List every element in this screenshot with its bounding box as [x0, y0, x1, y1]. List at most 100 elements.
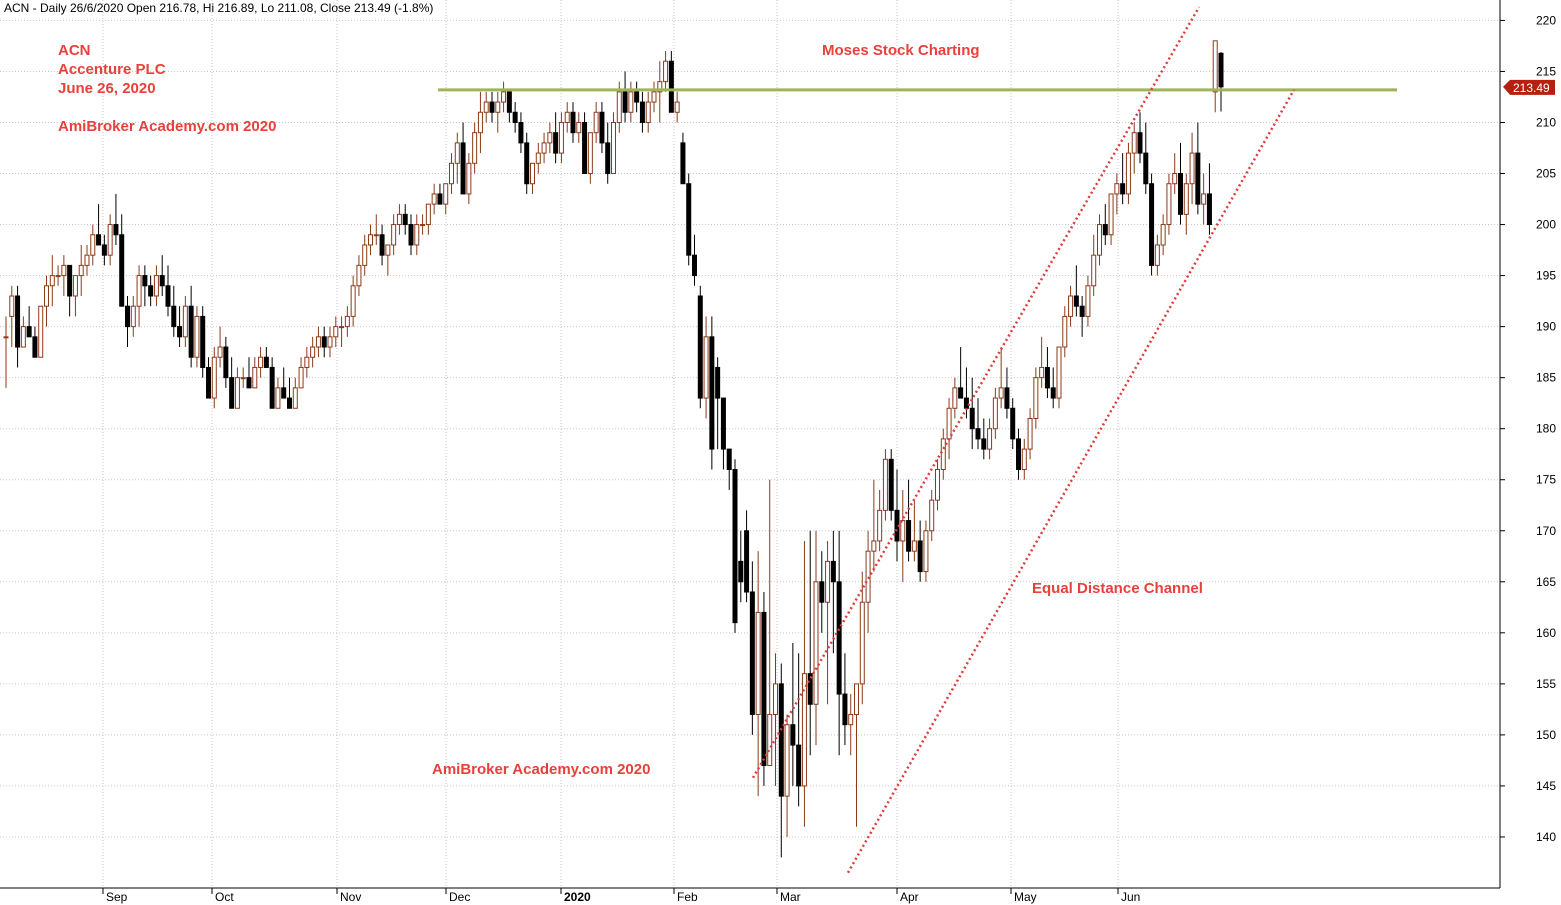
- date-label: June 26, 2020: [58, 80, 156, 97]
- candle-body: [570, 111, 576, 134]
- candle: [732, 459, 738, 633]
- candle-body: [55, 275, 61, 278]
- candle: [107, 214, 113, 266]
- candle-body: [119, 234, 125, 307]
- candle: [350, 275, 356, 327]
- candle-body: [952, 387, 958, 409]
- candle: [778, 663, 784, 858]
- candle-body: [1033, 377, 1039, 419]
- candle-body: [882, 458, 888, 511]
- candle: [674, 91, 680, 123]
- candle: [1108, 193, 1114, 245]
- candle-body: [1195, 152, 1201, 205]
- candle: [362, 234, 368, 276]
- candle: [159, 255, 165, 296]
- candle-body: [859, 601, 865, 685]
- candle-body: [466, 162, 472, 195]
- candle: [327, 326, 333, 358]
- y-tick-label: 150: [1536, 728, 1556, 742]
- candle-body: [396, 213, 402, 226]
- candle: [489, 91, 495, 123]
- candle: [1097, 214, 1102, 266]
- candle: [223, 336, 229, 388]
- candle-body: [605, 142, 611, 175]
- candle: [275, 377, 281, 409]
- candle-body: [32, 336, 38, 358]
- candle-body: [917, 540, 923, 573]
- candle-body: [489, 101, 495, 113]
- candle-body: [582, 121, 588, 175]
- candle-body: [269, 366, 275, 409]
- candle: [1016, 428, 1021, 480]
- candle: [506, 91, 512, 123]
- candle-body: [20, 326, 26, 348]
- y-tick-label: 200: [1536, 218, 1556, 232]
- candle-body: [333, 326, 339, 338]
- candle-body: [362, 244, 368, 266]
- candle-body: [298, 366, 304, 389]
- y-tick-label: 195: [1536, 269, 1556, 283]
- candle: [344, 306, 350, 337]
- candle-body: [512, 111, 518, 123]
- candle-body: [1091, 254, 1097, 287]
- candle: [558, 112, 564, 164]
- candle: [680, 132, 686, 185]
- candle-body: [281, 387, 287, 399]
- candle-body: [801, 673, 807, 787]
- candle-body: [38, 305, 44, 358]
- y-tick-label: 175: [1536, 473, 1556, 487]
- y-tick-label: 205: [1536, 167, 1556, 181]
- candle-body: [454, 142, 460, 164]
- candle-body: [663, 60, 669, 83]
- candle: [801, 540, 807, 827]
- candle-body: [391, 224, 397, 246]
- candle: [998, 347, 1004, 409]
- candle: [15, 285, 21, 368]
- candle-body: [998, 387, 1004, 399]
- candle-body: [628, 91, 634, 113]
- candle: [182, 296, 188, 348]
- candle: [1131, 122, 1137, 174]
- candle-body: [940, 438, 946, 471]
- candle-body: [107, 224, 113, 256]
- candle-body: [49, 275, 55, 287]
- candle-body: [773, 683, 778, 715]
- candle: [1073, 265, 1079, 317]
- candle-body: [1114, 183, 1120, 195]
- candle-body: [767, 713, 773, 767]
- candle-body: [165, 285, 171, 307]
- candle: [373, 214, 379, 245]
- candle-body: [593, 111, 599, 134]
- candle-body: [825, 560, 831, 603]
- candle-body: [761, 611, 767, 767]
- candle-body: [518, 121, 524, 144]
- candle-body: [1085, 285, 1091, 317]
- candle: [790, 643, 796, 786]
- watermark-bottom: AmiBroker Academy.com 2020: [432, 761, 650, 778]
- candle: [848, 694, 854, 756]
- candle: [1033, 367, 1039, 429]
- candle: [252, 357, 258, 389]
- candle-body: [339, 326, 345, 329]
- x-tick-label: Oct: [215, 890, 234, 904]
- candle-body: [148, 285, 154, 297]
- candle: [148, 275, 154, 307]
- candle: [963, 367, 969, 419]
- candle-body: [1131, 132, 1137, 154]
- candle-body: [310, 346, 316, 358]
- candle-body: [350, 285, 356, 317]
- candle-body: [136, 275, 142, 307]
- candle: [1010, 398, 1016, 450]
- candle: [1195, 122, 1201, 215]
- candle: [1201, 173, 1207, 225]
- drawings: [438, 6, 1397, 874]
- candle: [906, 479, 912, 562]
- x-tick-label: Feb: [677, 890, 698, 904]
- candle-body: [344, 315, 350, 328]
- candle-body: [738, 560, 744, 583]
- candle: [726, 448, 732, 490]
- candle: [454, 132, 460, 184]
- x-tick-label: Mar: [780, 890, 801, 904]
- candle-body: [749, 591, 755, 715]
